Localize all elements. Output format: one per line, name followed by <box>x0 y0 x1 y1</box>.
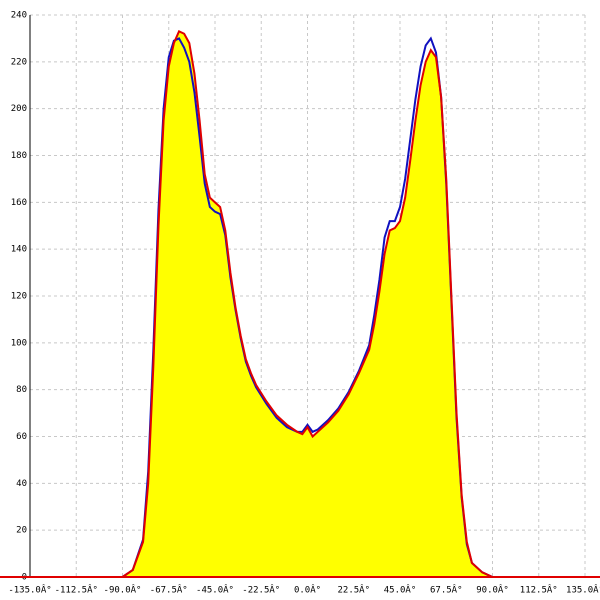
y-tick-label: 140 <box>11 245 27 255</box>
y-tick-label: 160 <box>11 198 27 208</box>
x-tick-label: -22.5Â° <box>242 584 280 596</box>
y-tick-label: 100 <box>11 338 27 348</box>
x-tick-label: 22.5Â° <box>337 584 370 596</box>
y-tick-label: 20 <box>16 526 27 536</box>
y-tick-label: 120 <box>11 292 27 302</box>
area <box>30 31 585 578</box>
y-tick-label: 60 <box>16 432 27 442</box>
x-tick-label: 45.0Â° <box>384 584 417 596</box>
x-tick-label: -45.0Â° <box>196 584 234 596</box>
x-tick-label: 90.0Â° <box>476 584 509 596</box>
x-tick-label: 0.0Â° <box>294 584 321 596</box>
y-tick-label: 80 <box>16 385 27 395</box>
y-tick-label: 200 <box>11 104 27 114</box>
y-tick-label: 40 <box>16 479 27 489</box>
series-line <box>30 30 585 578</box>
x-tick-label: 112.5Â° <box>520 584 558 596</box>
x-tick-label: 67.5Â° <box>430 584 463 596</box>
x-tick-label: 135.0Â° <box>566 584 600 596</box>
x-tick-label: -112.5Â° <box>55 584 98 596</box>
y-tick-label: 220 <box>11 57 27 67</box>
x-tick-label: -67.5Â° <box>150 584 188 596</box>
x-tick-label: -135.0Â° <box>8 584 51 596</box>
y-tick-label: 240 <box>11 11 27 21</box>
y-tick-label: 180 <box>11 151 27 161</box>
x-tick-label: -90.0Â° <box>104 584 142 596</box>
